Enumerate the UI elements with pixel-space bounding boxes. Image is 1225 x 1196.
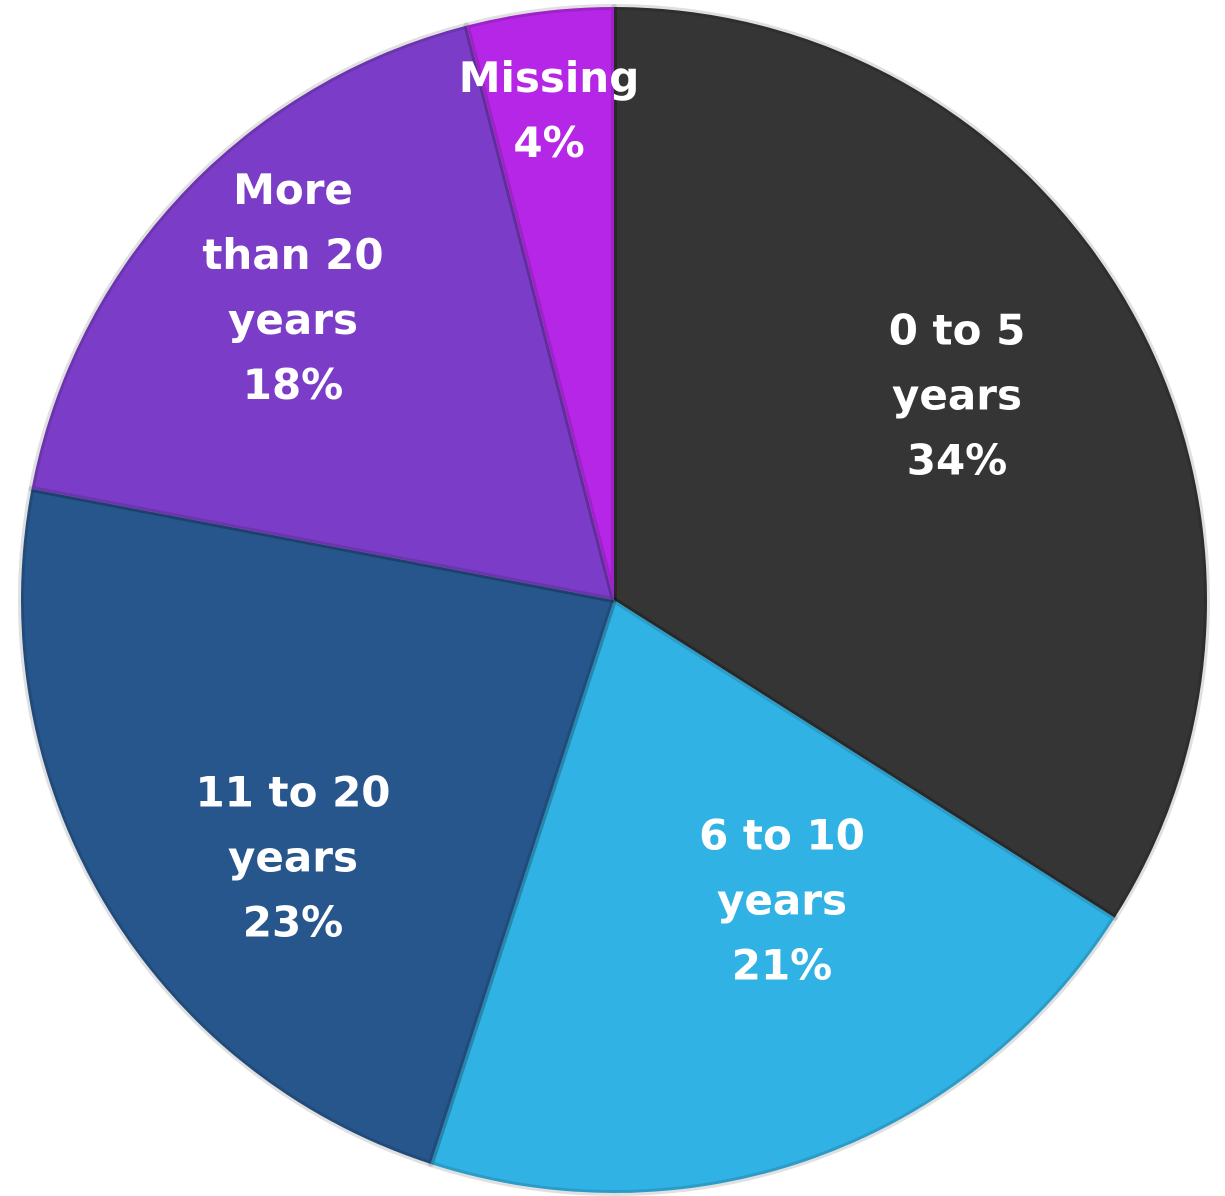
value-label: 18% (242, 360, 344, 409)
category-label: 6 to 10 years (699, 810, 865, 925)
pie-slice (18, 485, 617, 1167)
value-label: 4% (513, 118, 585, 167)
value-label: 21% (731, 940, 833, 990)
slice-label: 0 to 5 years 34% (872, 298, 1042, 493)
pie-slice (427, 597, 1118, 1196)
slice-label: Missing 4% (439, 45, 659, 175)
category-label: Missing (458, 53, 640, 102)
pie-slice (28, 22, 617, 603)
category-label: 11 to 20 years (195, 767, 391, 882)
category-label: More than 20 years (202, 165, 384, 344)
slice-label: More than 20 years 18% (188, 157, 398, 417)
category-label: 0 to 5 years (888, 305, 1026, 420)
slice-label: 11 to 20 years 23% (183, 760, 403, 955)
pie-slice (463, 4, 617, 603)
value-label: 23% (242, 897, 344, 947)
slice-label: 6 to 10 years 21% (682, 803, 882, 998)
value-label: 34% (906, 435, 1008, 485)
pie-slice (611, 4, 1210, 921)
